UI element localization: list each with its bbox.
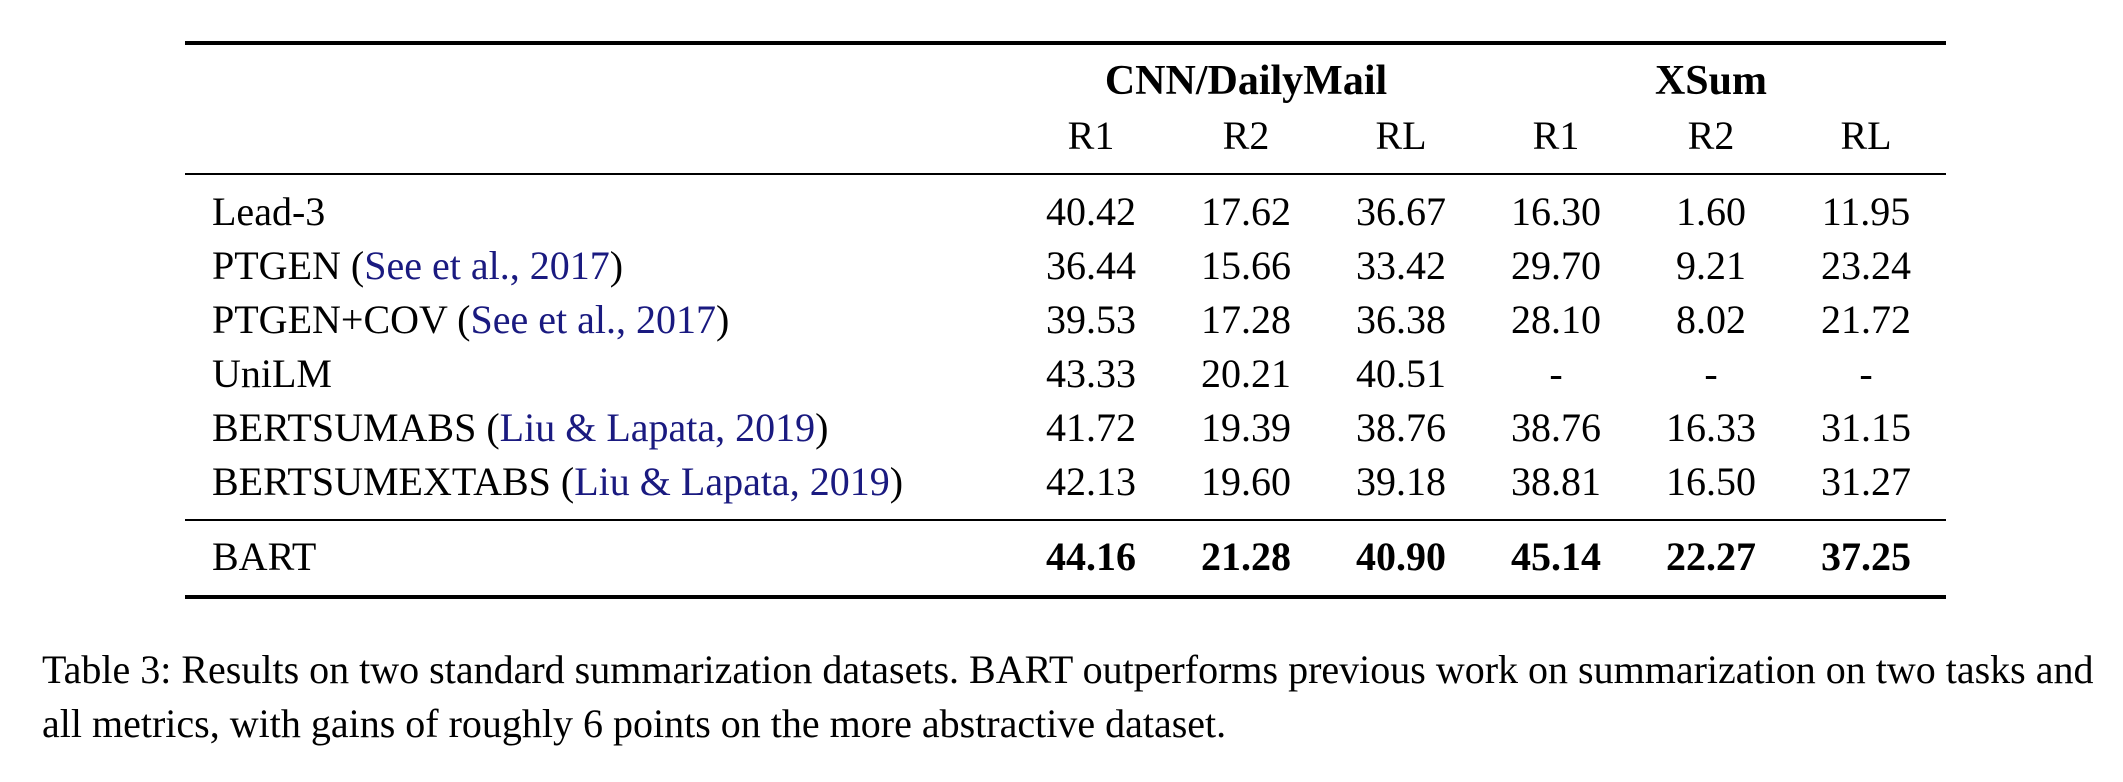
table-caption: Table 3: Results on two standard summari… — [42, 647, 2094, 746]
score-cell: 15.66 — [1201, 243, 1291, 288]
score-cell: 40.42 — [1046, 189, 1136, 234]
score-cell: 16.50 — [1666, 459, 1756, 504]
group-header-cnn-dailymail: CNN/DailyMail — [1104, 58, 1388, 104]
score-cell: 31.27 — [1821, 459, 1911, 504]
score-cell-best: 21.28 — [1201, 534, 1291, 579]
score-cell: 41.72 — [1046, 405, 1136, 450]
table-row: UniLM 43.33 20.21 40.51 - - - — [0, 347, 2123, 401]
method-name: PTGEN+COV (See et al., 2017) — [212, 297, 730, 342]
table-row-bart: BART 44.16 21.28 40.90 45.14 22.27 37.25 — [0, 530, 2123, 584]
table-row: Lead-3 40.42 17.62 36.67 16.30 1.60 11.9… — [0, 185, 2123, 239]
score-cell: 36.44 — [1046, 243, 1136, 288]
method-name: BERTSUMABS (Liu & Lapata, 2019) — [212, 405, 829, 450]
score-cell: 39.53 — [1046, 297, 1136, 342]
score-cell: 29.70 — [1511, 243, 1601, 288]
method-name: Lead-3 — [212, 189, 326, 234]
score-cell: 40.51 — [1356, 351, 1446, 396]
group-header-xsum: XSum — [1654, 58, 1768, 104]
score-cell-best: 45.14 — [1511, 534, 1601, 579]
score-cell: 1.60 — [1676, 189, 1746, 234]
score-cell-best: 37.25 — [1821, 534, 1911, 579]
score-cell: 23.24 — [1821, 243, 1911, 288]
column-header-cnn-rl: RL — [1375, 113, 1427, 158]
score-cell: 17.62 — [1201, 189, 1291, 234]
citation-link[interactable]: See et al., 2017 — [470, 297, 717, 342]
score-cell: 20.21 — [1201, 351, 1291, 396]
score-cell: - — [1704, 351, 1718, 396]
score-cell: 21.72 — [1821, 297, 1911, 342]
table-top-rule — [185, 41, 1946, 45]
citation-link[interactable]: Liu & Lapata, 2019 — [574, 459, 890, 504]
score-cell: 31.15 — [1821, 405, 1911, 450]
score-cell: 28.10 — [1511, 297, 1601, 342]
table-row: PTGEN+COV (See et al., 2017) 39.53 17.28… — [0, 293, 2123, 347]
score-cell: 19.60 — [1201, 459, 1291, 504]
score-cell: 43.33 — [1046, 351, 1136, 396]
table-row: PTGEN (See et al., 2017) 36.44 15.66 33.… — [0, 239, 2123, 293]
citation-link[interactable]: See et al., 2017 — [364, 243, 610, 288]
method-name: BART — [212, 534, 317, 579]
score-cell: 36.38 — [1356, 297, 1446, 342]
column-header-xsum-r1: R1 — [1532, 113, 1580, 158]
table-row: BERTSUMEXTABS (Liu & Lapata, 2019) 42.13… — [0, 455, 2123, 509]
column-header-xsum-rl: RL — [1840, 113, 1892, 158]
score-cell-best: 40.90 — [1356, 534, 1446, 579]
table-bottom-rule — [185, 595, 1946, 599]
method-name: PTGEN (See et al., 2017) — [212, 243, 624, 288]
column-header-cnn-r2: R2 — [1222, 113, 1270, 158]
column-header-cnn-r1: R1 — [1067, 113, 1115, 158]
score-cell: 36.67 — [1356, 189, 1446, 234]
score-cell: 8.02 — [1676, 297, 1746, 342]
score-cell: 9.21 — [1676, 243, 1746, 288]
score-cell: 19.39 — [1201, 405, 1291, 450]
score-cell-best: 22.27 — [1666, 534, 1756, 579]
table-separator-rule — [185, 519, 1946, 521]
table-header-rule — [185, 173, 1946, 175]
score-cell: 38.76 — [1511, 405, 1601, 450]
table-row: BERTSUMABS (Liu & Lapata, 2019) 41.72 19… — [0, 401, 2123, 455]
score-cell: 11.95 — [1821, 189, 1911, 234]
score-cell: 16.33 — [1666, 405, 1756, 450]
method-name: UniLM — [212, 351, 332, 396]
score-cell: 16.30 — [1511, 189, 1601, 234]
score-cell: 39.18 — [1356, 459, 1446, 504]
score-cell: 38.81 — [1511, 459, 1601, 504]
score-cell: - — [1859, 351, 1873, 396]
score-cell: - — [1549, 351, 1563, 396]
score-cell: 17.28 — [1201, 297, 1291, 342]
score-cell: 33.42 — [1356, 243, 1446, 288]
score-cell: 38.76 — [1356, 405, 1446, 450]
column-header-xsum-r2: R2 — [1687, 113, 1735, 158]
citation-link[interactable]: Liu & Lapata, 2019 — [499, 405, 816, 450]
score-cell: 42.13 — [1046, 459, 1136, 504]
score-cell-best: 44.16 — [1046, 534, 1136, 579]
method-name: BERTSUMEXTABS (Liu & Lapata, 2019) — [212, 459, 904, 504]
